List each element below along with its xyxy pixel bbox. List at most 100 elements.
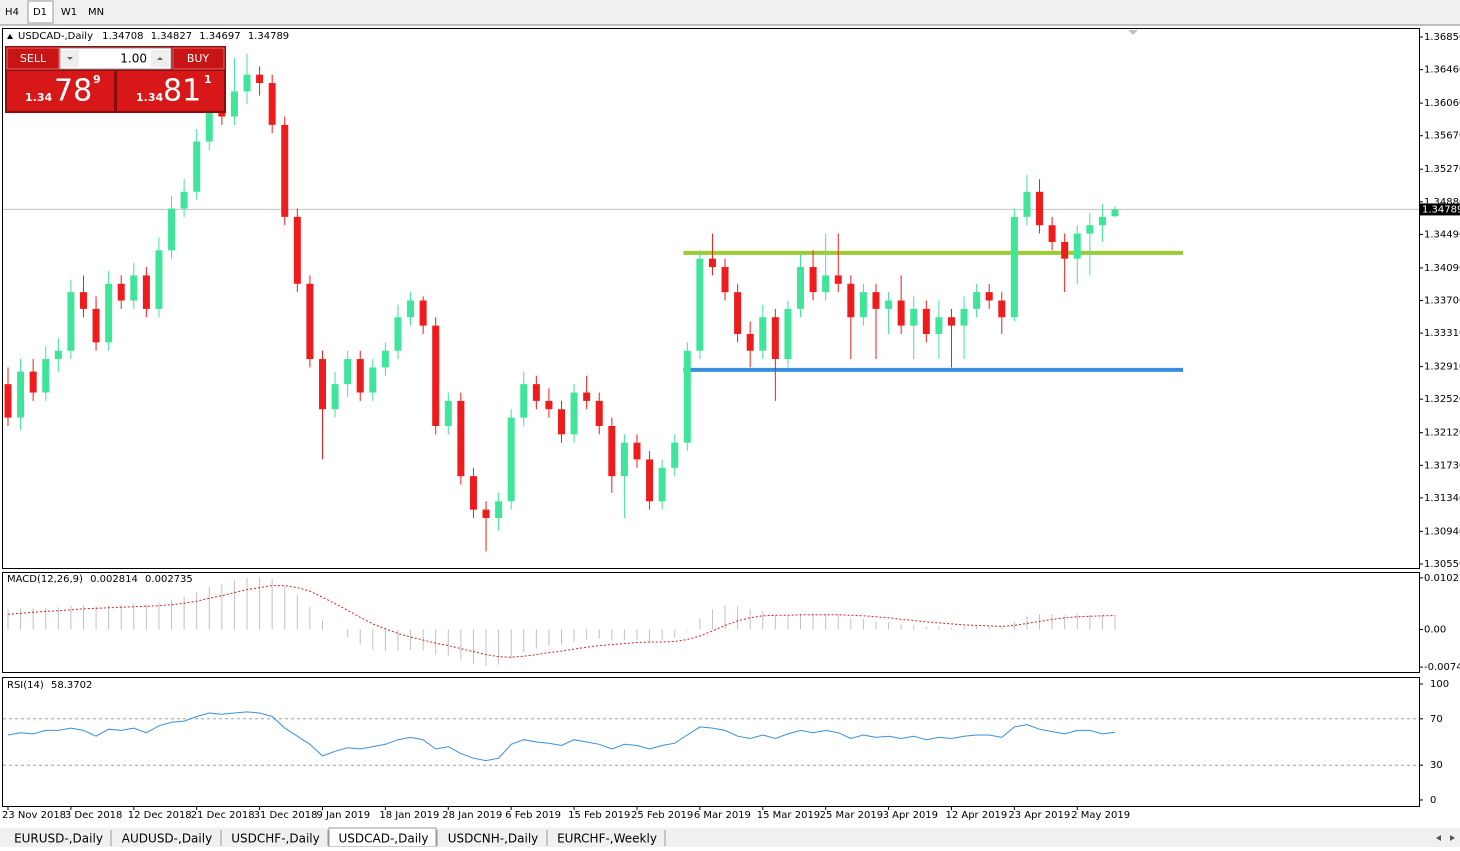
y-tick-label: 1.35670 <box>1424 131 1460 142</box>
lot-value[interactable]: 1.00 <box>120 52 147 66</box>
timeframe-button[interactable]: H4 <box>5 7 19 18</box>
candle-body <box>646 459 654 502</box>
candle-body <box>17 371 25 418</box>
candle-body <box>29 371 37 393</box>
tab[interactable]: AUDUSD-,Daily <box>122 832 212 846</box>
candle-body <box>834 275 842 284</box>
candle-body <box>168 208 176 251</box>
candle-body <box>608 425 616 477</box>
y-tick-label: -0.007477 <box>1424 662 1460 673</box>
candle-body <box>771 317 779 360</box>
x-tick-label: 23 Nov 2018 <box>2 810 66 821</box>
header-close: 1.34789 <box>248 31 289 42</box>
tab[interactable]: EURUSD-,Daily <box>14 832 103 846</box>
y-tick-label: 1.35270 <box>1424 164 1460 175</box>
candle-body <box>784 308 792 360</box>
candle-body <box>746 333 754 351</box>
candle-body <box>935 317 943 334</box>
lot-field[interactable] <box>59 47 172 70</box>
candle-body <box>331 384 339 410</box>
x-tick-label: 23 Apr 2019 <box>1008 810 1070 821</box>
candle-body <box>558 409 565 435</box>
candle-body <box>432 325 440 426</box>
sell-label[interactable]: SELL <box>20 52 47 65</box>
candle-body <box>947 317 955 326</box>
buy-label[interactable]: BUY <box>187 52 210 65</box>
bid-big: 1.34 <box>25 91 52 104</box>
scroll-left[interactable] <box>1436 835 1441 841</box>
candle-body <box>822 275 830 293</box>
candle-body <box>205 108 213 142</box>
x-tick-label: 12 Apr 2019 <box>945 810 1007 821</box>
candle-body <box>583 392 591 401</box>
y-tick-label: 1.32910 <box>1424 362 1460 373</box>
macd-value: 0.002814 <box>90 574 138 585</box>
y-tick-label: 70 <box>1430 714 1443 725</box>
y-tick-label: 1.32520 <box>1424 394 1460 405</box>
indicator-line <box>7 585 1116 658</box>
y-tick-label: 1.31340 <box>1424 493 1460 504</box>
candle-body <box>1036 191 1044 226</box>
lot-up-arrow <box>157 57 163 60</box>
candle-body <box>105 283 113 343</box>
header-high: 1.34827 <box>151 31 192 42</box>
candle-body <box>1111 209 1119 217</box>
candle-body <box>243 74 251 92</box>
candle-body <box>721 267 729 293</box>
scroll-right[interactable] <box>1450 835 1455 841</box>
timeframe-button[interactable]: D1 <box>33 7 47 18</box>
candle-body <box>960 308 968 326</box>
candle-body <box>985 292 993 301</box>
macd-title: MACD(12,26,9) <box>7 574 83 585</box>
candle-body <box>419 300 427 326</box>
indicator-line <box>7 711 1116 762</box>
timeframe-button[interactable]: MN <box>88 7 104 18</box>
candle-body <box>658 467 666 502</box>
y-tick-label: 1.36060 <box>1424 98 1460 109</box>
ask-big: 1.34 <box>136 91 163 104</box>
rsi-value: 58.3702 <box>51 680 92 691</box>
x-tick-label: 2 May 2019 <box>1071 810 1130 821</box>
candle-body <box>42 359 50 393</box>
candle-body <box>318 359 326 410</box>
candle-body <box>1073 233 1081 259</box>
sell-button[interactable] <box>6 47 60 70</box>
candle-body <box>872 292 880 309</box>
tab[interactable]: USDCAD-,Daily <box>339 832 429 846</box>
signal-value: 0.002735 <box>145 574 193 585</box>
candle-body <box>507 417 515 502</box>
y-tick-label: 1.33700 <box>1424 296 1460 307</box>
rsi-header: RSI(14) 58.3702 <box>7 680 92 691</box>
candle-body <box>520 384 528 418</box>
candle-body <box>54 350 62 360</box>
tab[interactable]: USDCHF-,Daily <box>231 832 319 846</box>
price-tag-label: 1.34789 <box>1422 204 1460 215</box>
y-tick-label: 1.30550 <box>1424 559 1460 570</box>
y-tick-label: 1.33310 <box>1424 328 1460 339</box>
candle-body <box>797 267 805 309</box>
candle-body <box>620 442 628 477</box>
candle-body <box>545 400 553 410</box>
candle-body <box>859 292 867 318</box>
buy-button[interactable] <box>172 47 225 70</box>
candle-body <box>759 317 767 351</box>
candle-body <box>910 308 918 326</box>
timeframe-button[interactable]: W1 <box>61 7 77 18</box>
candle-body <box>570 392 578 435</box>
candle-body <box>734 292 742 334</box>
x-tick-label: 15 Feb 2019 <box>568 810 630 821</box>
price-tag <box>1420 203 1460 216</box>
x-tick-label: 25 Feb 2019 <box>631 810 693 821</box>
candle-body <box>633 442 641 460</box>
header-triangle <box>7 34 13 39</box>
tab[interactable]: EURCHF-,Weekly <box>557 832 657 846</box>
candle-body <box>998 300 1006 318</box>
bid-box[interactable] <box>7 71 114 111</box>
candle-body <box>495 501 503 518</box>
x-tick-label: 3 Apr 2019 <box>883 810 938 821</box>
tab[interactable]: USDCNH-,Daily <box>448 832 539 846</box>
ask-box[interactable] <box>117 71 224 111</box>
candle-body <box>1048 225 1056 242</box>
candle-body <box>809 267 817 293</box>
